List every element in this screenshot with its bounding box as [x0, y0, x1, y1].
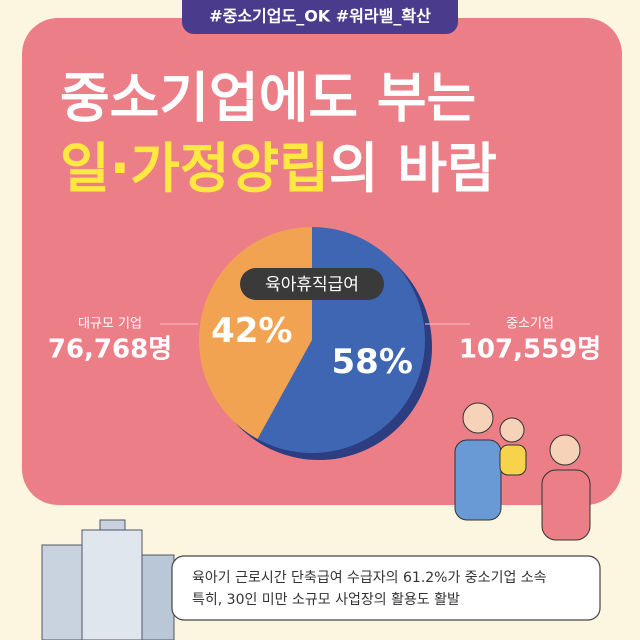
slice-label: 58% — [332, 342, 413, 382]
title-highlight: 일·가정양립 — [60, 137, 329, 200]
tag: #중소기업도_OK #워라밸_확산 — [209, 7, 431, 26]
center-pill — [240, 268, 384, 300]
pie-chart: 58% 중소기업 107,559명 42% 대규모 기업 76,768명 육아휴직급여 — [48, 227, 601, 460]
count-label: 107,559명 — [459, 335, 601, 365]
footer-box — [171, 555, 601, 621]
category-label: 대규모 기업 — [78, 317, 142, 332]
count-label: 76,768명 — [48, 335, 172, 365]
title-line1: 중소기업에도 부는 — [60, 67, 476, 130]
category-label: 중소기업 — [506, 317, 554, 332]
footer-line2: 특히, 30인 미만 소규모 사업장의 활용도 활발 — [192, 592, 460, 608]
footer-line1: 육아기 근로시간 단축급여 수급자의 61.2%가 중소기업 소속 — [192, 570, 547, 586]
buildings — [41, 519, 175, 640]
slice-label: 42% — [211, 311, 292, 351]
title-line2: 일·가정양립의 바람 — [60, 137, 497, 200]
center-label: 육아휴직급여 — [265, 275, 359, 295]
tag-box — [182, 0, 458, 34]
people — [454, 402, 591, 541]
title-rest: 의 바람 — [329, 137, 497, 200]
